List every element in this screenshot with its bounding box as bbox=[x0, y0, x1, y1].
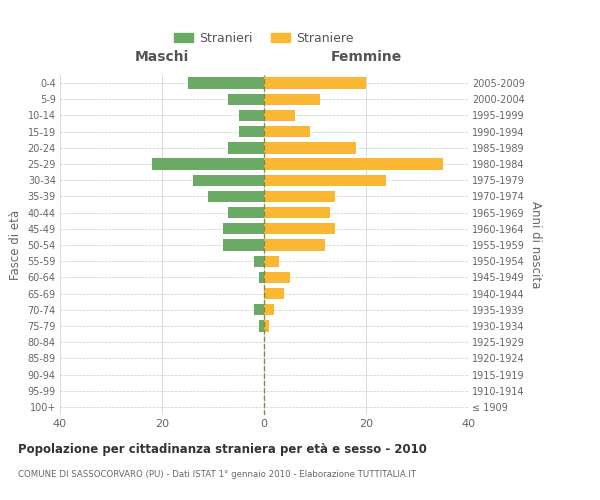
Bar bbox=[264, 240, 325, 250]
Bar bbox=[152, 158, 264, 170]
Bar bbox=[229, 94, 264, 105]
Bar bbox=[264, 320, 269, 332]
Bar bbox=[223, 223, 264, 234]
Bar bbox=[264, 126, 310, 138]
Bar bbox=[229, 207, 264, 218]
Bar bbox=[264, 78, 366, 89]
Text: Maschi: Maschi bbox=[135, 50, 189, 64]
Legend: Stranieri, Straniere: Stranieri, Straniere bbox=[169, 27, 359, 50]
Bar bbox=[264, 272, 290, 283]
Bar bbox=[264, 207, 331, 218]
Bar bbox=[264, 174, 386, 186]
Bar bbox=[223, 240, 264, 250]
Text: Popolazione per cittadinanza straniera per età e sesso - 2010: Popolazione per cittadinanza straniera p… bbox=[18, 442, 427, 456]
Bar bbox=[239, 126, 264, 138]
Bar bbox=[264, 142, 356, 154]
Bar bbox=[208, 191, 264, 202]
Bar bbox=[259, 320, 264, 332]
Bar bbox=[187, 78, 264, 89]
Bar bbox=[259, 272, 264, 283]
Y-axis label: Anni di nascita: Anni di nascita bbox=[529, 202, 542, 288]
Bar bbox=[254, 256, 264, 267]
Bar bbox=[264, 158, 443, 170]
Y-axis label: Fasce di età: Fasce di età bbox=[9, 210, 22, 280]
Bar bbox=[264, 191, 335, 202]
Bar bbox=[229, 142, 264, 154]
Text: COMUNE DI SASSOCORVARO (PU) - Dati ISTAT 1° gennaio 2010 - Elaborazione TUTTITAL: COMUNE DI SASSOCORVARO (PU) - Dati ISTAT… bbox=[18, 470, 416, 479]
Bar bbox=[264, 256, 280, 267]
Bar bbox=[264, 94, 320, 105]
Bar bbox=[193, 174, 264, 186]
Text: Femmine: Femmine bbox=[331, 50, 401, 64]
Bar bbox=[264, 304, 274, 316]
Bar bbox=[254, 304, 264, 316]
Bar bbox=[239, 110, 264, 121]
Bar bbox=[264, 223, 335, 234]
Bar bbox=[264, 110, 295, 121]
Bar bbox=[264, 288, 284, 299]
